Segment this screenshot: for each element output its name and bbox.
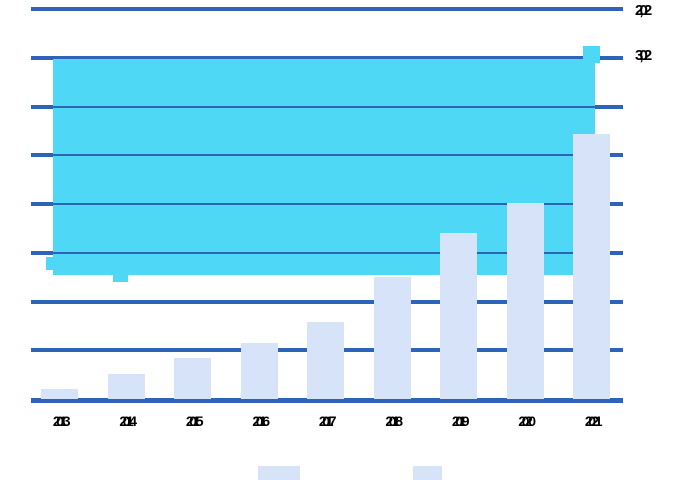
gridline-over-band: [53, 56, 595, 59]
x-tick-label: 2015: [185, 413, 204, 429]
x-axis-baseline: [31, 398, 623, 403]
right-value-label-top: 2,02: [635, 2, 652, 19]
bar-2015: [174, 358, 211, 399]
legend-swatch: [413, 466, 442, 480]
cyan-band-main: [53, 57, 595, 275]
bar-2020: [506, 203, 544, 399]
legend-swatch: [258, 466, 300, 480]
bar-2017: [307, 321, 344, 399]
cyan-band-top-square: [583, 46, 600, 63]
x-tick-label: 2019: [451, 413, 470, 429]
x-tick-label: 2020: [518, 413, 536, 429]
cyan-band-bottom-notch: [113, 274, 128, 282]
gridline-over-band: [53, 203, 595, 205]
bar-2021: [573, 133, 610, 399]
right-value-label-bottom: 3,02: [635, 47, 652, 64]
x-tick-label: 2018: [385, 413, 403, 429]
bar-2016: [240, 342, 278, 399]
x-tick-label: 2016: [252, 413, 270, 429]
bar-2013: [41, 388, 78, 399]
bar-2019: [440, 232, 477, 399]
cyan-band-left-notch: [46, 257, 54, 270]
gridline-over-band: [53, 154, 595, 157]
x-tick-label: 2021: [584, 413, 603, 429]
gridline-over-band: [53, 105, 595, 108]
gridline: [31, 299, 623, 304]
x-tick-label: 2013: [52, 413, 71, 429]
bar-2014: [107, 374, 145, 399]
gridline-over-band: [53, 251, 595, 254]
x-tick-label: 2014: [119, 413, 137, 429]
x-tick-label: 2017: [318, 413, 337, 429]
bar-2018: [373, 277, 411, 399]
gridline: [31, 7, 623, 11]
